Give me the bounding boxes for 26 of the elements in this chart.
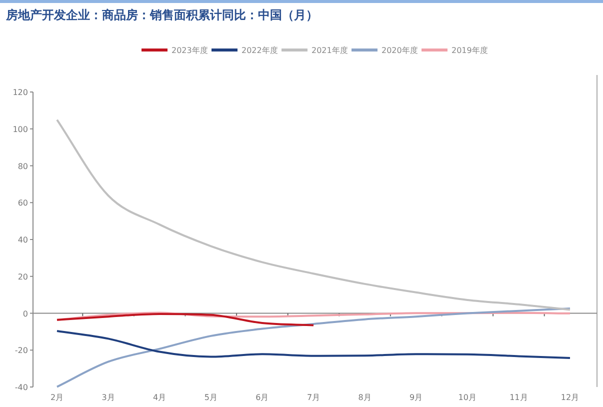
x-tick-label: 11月 — [510, 393, 528, 402]
chart-title: 房地产开发企业：商品房：销售面积累计同比：中国（月） — [5, 8, 318, 22]
legend-label: 2022年度 — [242, 46, 278, 55]
y-tick-label: 20 — [18, 272, 28, 282]
x-tick-label: 6月 — [256, 393, 269, 402]
x-tick-label: 3月 — [102, 393, 115, 402]
y-tick-label: -20 — [14, 346, 28, 356]
x-tick-label: 12月 — [560, 393, 580, 402]
y-tick-label: -40 — [14, 383, 28, 392]
legend-label: 2020年度 — [382, 46, 418, 55]
x-tick-label: 10月 — [458, 393, 476, 402]
x-tick-label: 5月 — [204, 393, 218, 402]
y-tick-label: 0 — [22, 309, 28, 318]
x-tick-label: 9月 — [410, 393, 423, 402]
y-tick-label: 80 — [18, 162, 28, 171]
legend-label: 2021年度 — [312, 46, 348, 55]
y-tick-label: 40 — [18, 236, 28, 244]
legend-label: 2019年度 — [452, 46, 488, 55]
legend-label: 2023年度 — [172, 46, 208, 55]
x-tick-label: 2月 — [50, 393, 64, 402]
x-tick-label: 4月 — [153, 393, 166, 402]
y-tick-label: 120 — [12, 88, 28, 97]
y-tick-label: 100 — [12, 124, 28, 134]
x-tick-label: 7月 — [306, 393, 320, 402]
x-tick-label: 8月 — [358, 393, 372, 402]
y-tick-label: 60 — [18, 198, 28, 208]
